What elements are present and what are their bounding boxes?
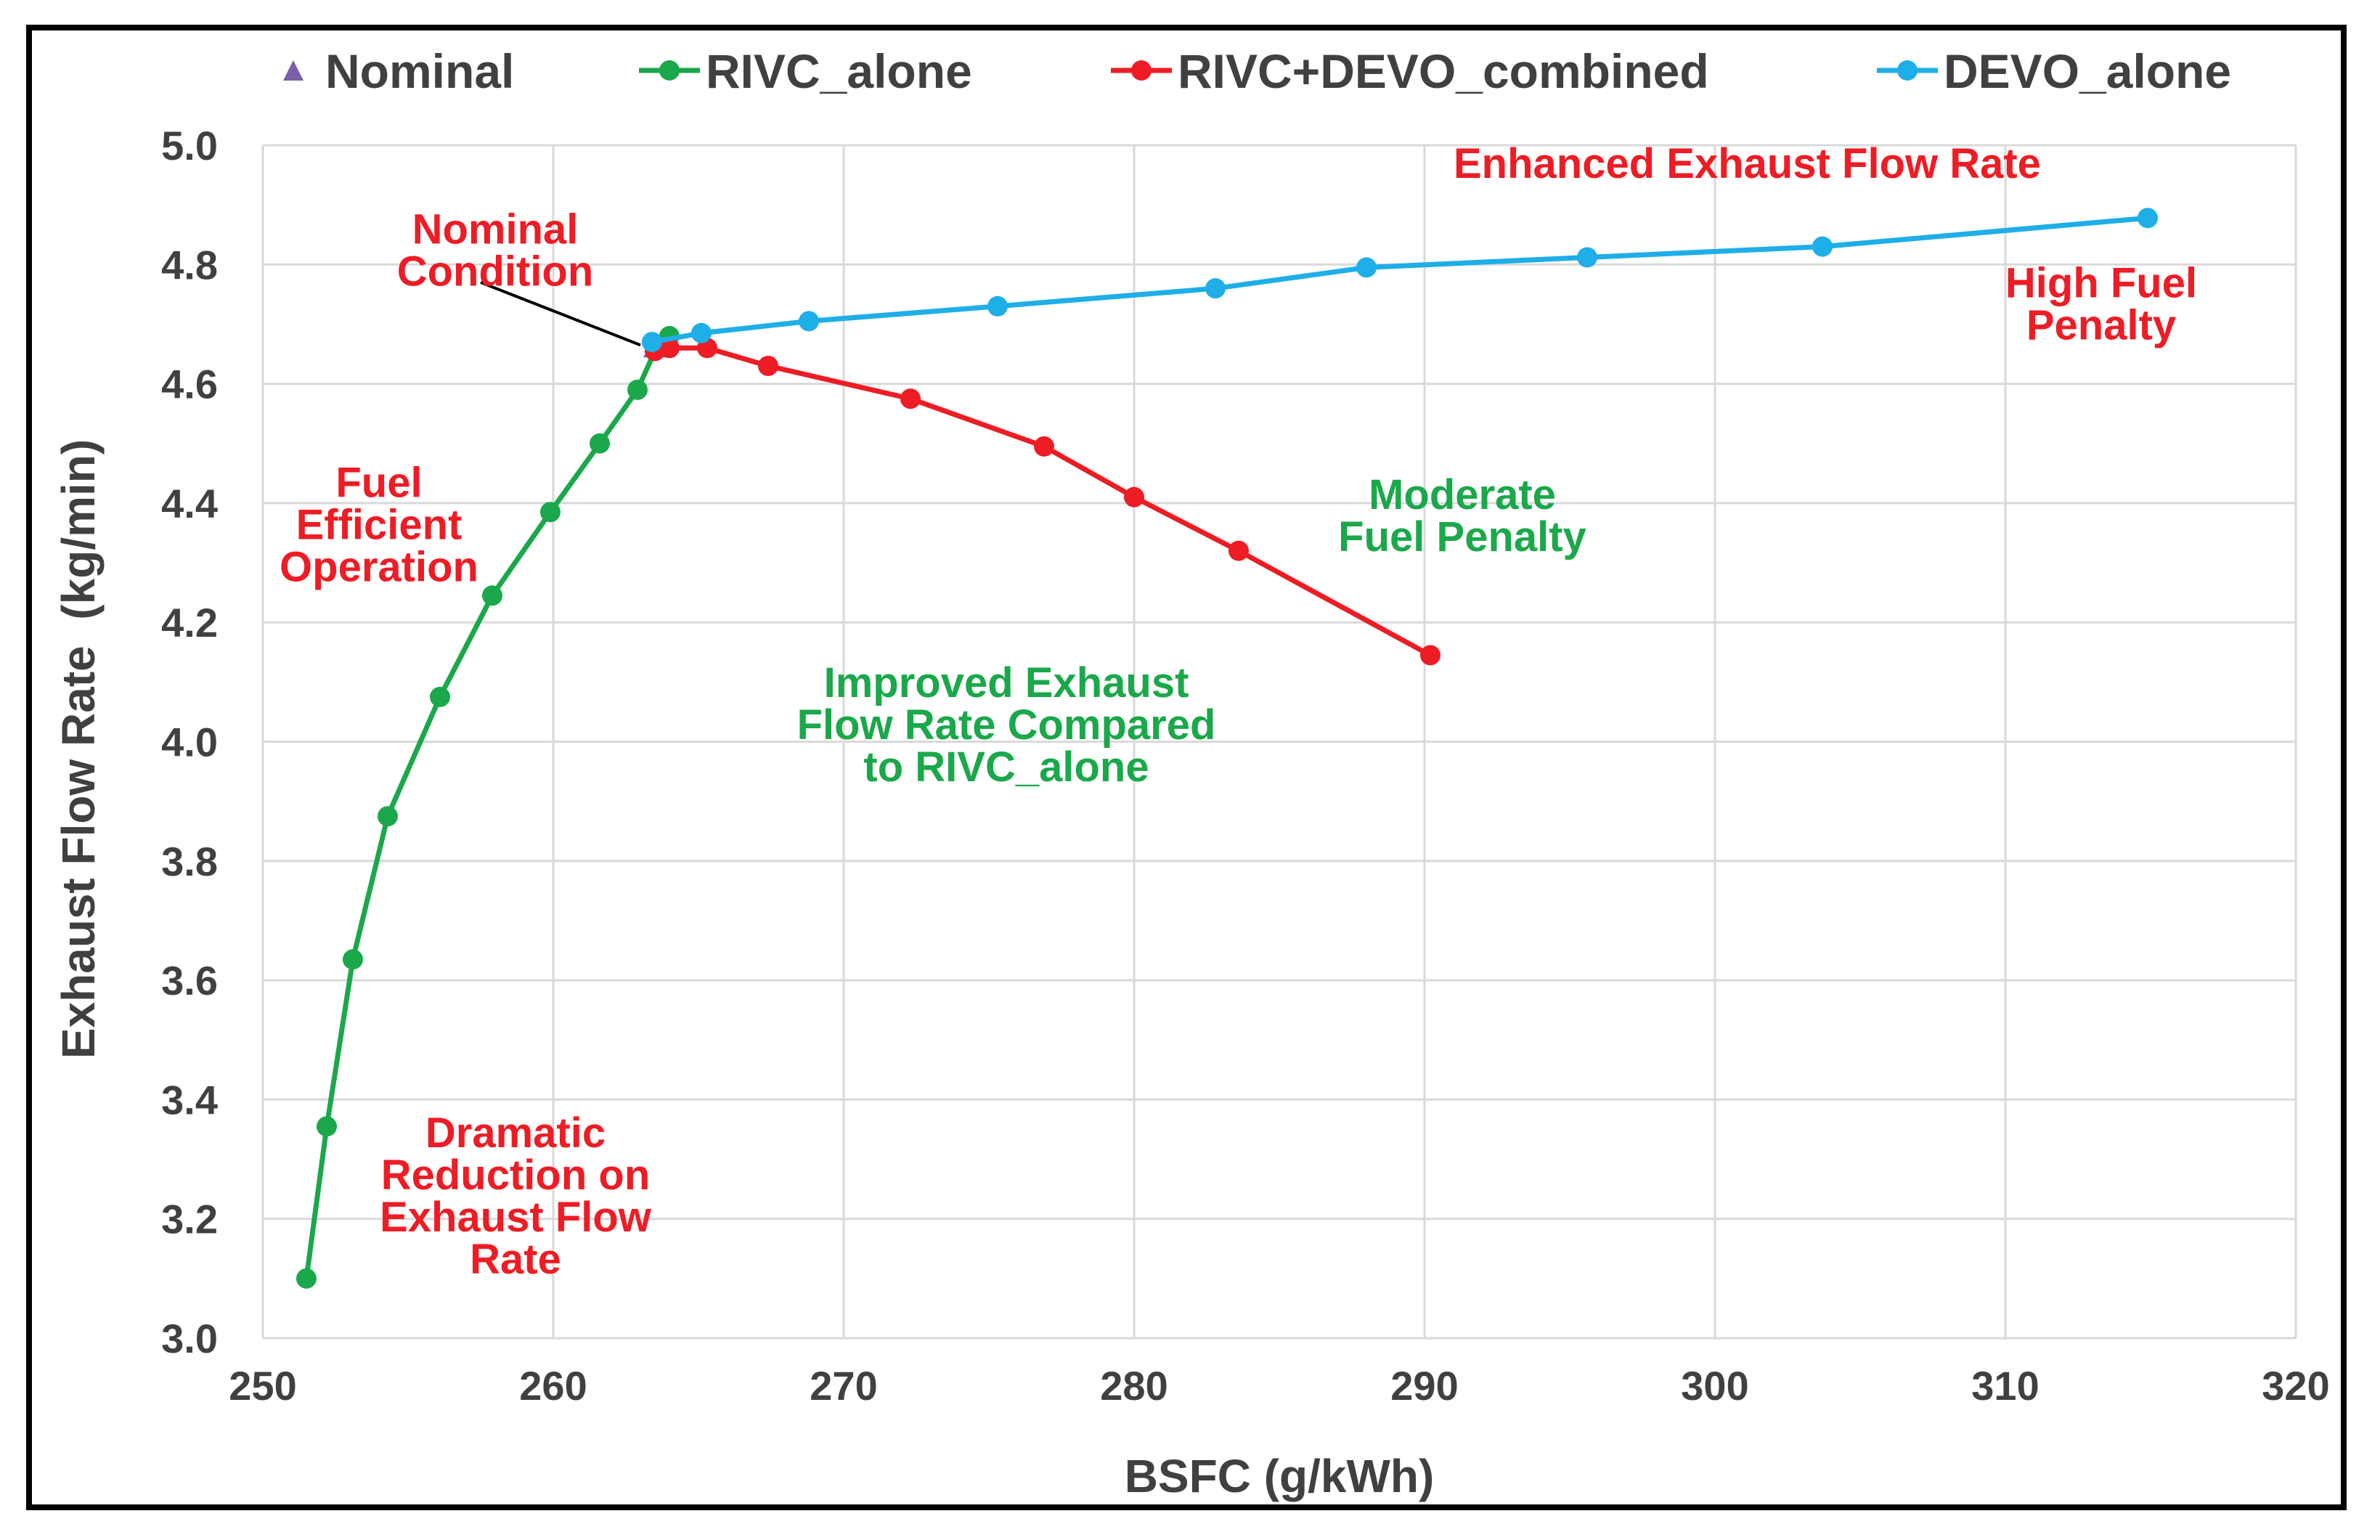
x-tick-label: 250 [229, 1363, 296, 1409]
rivc-devo-combined-point [659, 338, 680, 359]
series-layer [296, 208, 2158, 1289]
x-tick-label: 310 [1971, 1363, 2039, 1409]
annotation-enhanced-exhaust-flow-rate: Enhanced Exhaust Flow Rate [1454, 140, 2041, 187]
annotation-high-fuel-penalty: High Fuel Penalty [2005, 259, 2197, 349]
annotation-dramatic-reduction-on-exhaust-flow-rate-line: Dramatic [425, 1109, 606, 1157]
annotation-enhanced-exhaust-flow-rate-line: Enhanced Exhaust Flow Rate [1454, 140, 2041, 187]
legend-label-devo-alone: DEVO_alone [1944, 44, 2231, 98]
y-axis-title: Exhaust Flow Rate (kg/min) [52, 439, 105, 1059]
rivc-alone-point [430, 686, 450, 707]
annotation-fuel-efficient-operation-line: Fuel [335, 460, 422, 507]
legend-label-nominal: Nominal [325, 44, 514, 98]
devo-alone-point [2137, 208, 2158, 229]
legend-item-rivc-alone: RIVC_alone [639, 44, 972, 98]
annotation-fuel-efficient-operation: Fuel Efficient Operation [280, 460, 478, 591]
rivc-alone-point [482, 585, 502, 606]
axis-layer: 250 260 270 280 290 300 310 320 3.0 3.2 3.4 3.6 3.8 4… [52, 123, 2330, 1502]
annotation-improved-exhaust-flow-rate-compared-to-rivc-alone: Improved Exhaust Flow Rate Compared to RIV… [797, 659, 1216, 791]
y-tick-label: 3.2 [161, 1197, 218, 1242]
series-devo-alone [642, 208, 2158, 353]
y-tick-label: 3.4 [161, 1077, 218, 1123]
y-tick-label: 3.0 [161, 1316, 218, 1361]
x-tick-label: 270 [810, 1363, 877, 1409]
legend-item-nominal: Nominal [283, 44, 514, 98]
annotation-nominal-condition-leader-line [480, 281, 641, 347]
rivc-devo-combined-point [1228, 540, 1249, 561]
annotation-nominal-condition: Nominal Condition [397, 206, 594, 296]
x-tick-label: 320 [2262, 1363, 2329, 1409]
rivc-devo-combined-point [1420, 645, 1440, 666]
rivc-alone-point [343, 949, 363, 970]
annotation-dramatic-reduction-on-exhaust-flow-rate-line: Exhaust Flow [380, 1194, 652, 1241]
annotation-dramatic-reduction-on-exhaust-flow-rate-line: Rate [470, 1236, 561, 1283]
y-tick-label: 5.0 [161, 123, 218, 168]
x-tick-label: 290 [1390, 1363, 1458, 1409]
chart-frame [26, 25, 2347, 1510]
devo-alone-point [642, 332, 662, 353]
devo-alone-point [1205, 278, 1226, 299]
annotation-fuel-efficient-operation-line: Efficient [296, 502, 462, 549]
rivc-alone-point [378, 806, 398, 827]
devo-alone-point [799, 311, 819, 332]
legend-marker-rivc-devo-combined [1131, 60, 1152, 81]
annotation-dramatic-reduction-on-exhaust-flow-rate-line: Reduction on [381, 1152, 651, 1199]
annotation-layer: Nominal Condition Enhanced Exhaust Flow Ra… [280, 140, 2197, 1283]
legend-marker-devo-alone [1897, 60, 1918, 81]
y-tick-label: 3.6 [161, 958, 218, 1003]
annotation-nominal-condition-line: Condition [397, 248, 594, 296]
annotation-high-fuel-penalty-line: Penalty [2026, 301, 2176, 349]
y-tick-label: 4.0 [161, 720, 218, 765]
rivc-alone-point [590, 433, 610, 454]
devo-alone-point [691, 322, 712, 343]
legend-label-rivc-devo-combined: RIVC+DEVO_combined [1178, 44, 1709, 98]
y-tick-label: 4.4 [161, 481, 218, 526]
grid-layer [261, 144, 2297, 1340]
annotation-fuel-efficient-operation-line: Operation [280, 544, 478, 591]
devo-alone-line [651, 215, 2148, 345]
annotation-nominal-condition-line: Nominal [412, 206, 579, 253]
devo-alone-point [1356, 257, 1377, 278]
legend-layer: Nominal RIVC_alone RIVC+DEVO_combined DEVO_… [283, 44, 2231, 98]
y-tick-label: 4.6 [161, 362, 218, 407]
annotation-moderate-fuel-penalty: Moderate Fuel Penalty [1338, 471, 1586, 561]
rivc-alone-point [296, 1268, 317, 1289]
series-rivc-devo-combined [645, 338, 1440, 666]
rivc-devo-combined-line [654, 345, 1432, 658]
rivc-alone-point [540, 502, 561, 523]
annotation-dramatic-reduction-on-exhaust-flow-rate: Dramatic Reduction on Exhaust Flow Rate [380, 1109, 652, 1283]
y-tick-label: 4.2 [161, 600, 218, 645]
rivc-devo-combined-point [1034, 436, 1054, 457]
devo-alone-point [1577, 247, 1597, 268]
x-axis-title: BSFC (g/kWh) [1125, 1450, 1435, 1502]
legend-label-rivc-alone: RIVC_alone [706, 44, 972, 98]
x-tick-label: 260 [519, 1363, 587, 1409]
legend-marker-nominal [283, 60, 303, 81]
annotation-high-fuel-penalty-line: High Fuel [2005, 259, 2197, 306]
annotation-improved-exhaust-flow-rate-compared-to-rivc-alone-line: to RIVC_alone [863, 743, 1149, 791]
legend-item-devo-alone: DEVO_alone [1877, 44, 2231, 98]
y-tick-label: 4.8 [161, 242, 218, 288]
devo-alone-point [1812, 236, 1833, 257]
annotation-improved-exhaust-flow-rate-compared-to-rivc-alone-line: Improved Exhaust [824, 659, 1189, 706]
annotation-improved-exhaust-flow-rate-compared-to-rivc-alone-line: Flow Rate Compared [797, 701, 1216, 749]
rivc-alone-point [627, 379, 648, 400]
legend-item-rivc-devo-combined: RIVC+DEVO_combined [1111, 44, 1709, 98]
rivc-devo-combined-point [900, 388, 921, 410]
legend-marker-rivc-alone [659, 60, 680, 81]
annotation-moderate-fuel-penalty-line: Moderate [1369, 471, 1556, 518]
devo-alone-point [987, 296, 1008, 317]
rivc-alone-point [317, 1116, 337, 1137]
x-tick-label: 280 [1100, 1363, 1167, 1409]
rivc-devo-combined-point [758, 355, 778, 376]
rivc-devo-combined-point [1124, 486, 1144, 508]
annotation-moderate-fuel-penalty-line: Fuel Penalty [1338, 513, 1586, 561]
y-tick-label: 3.8 [161, 839, 218, 884]
x-tick-label: 300 [1681, 1363, 1748, 1409]
